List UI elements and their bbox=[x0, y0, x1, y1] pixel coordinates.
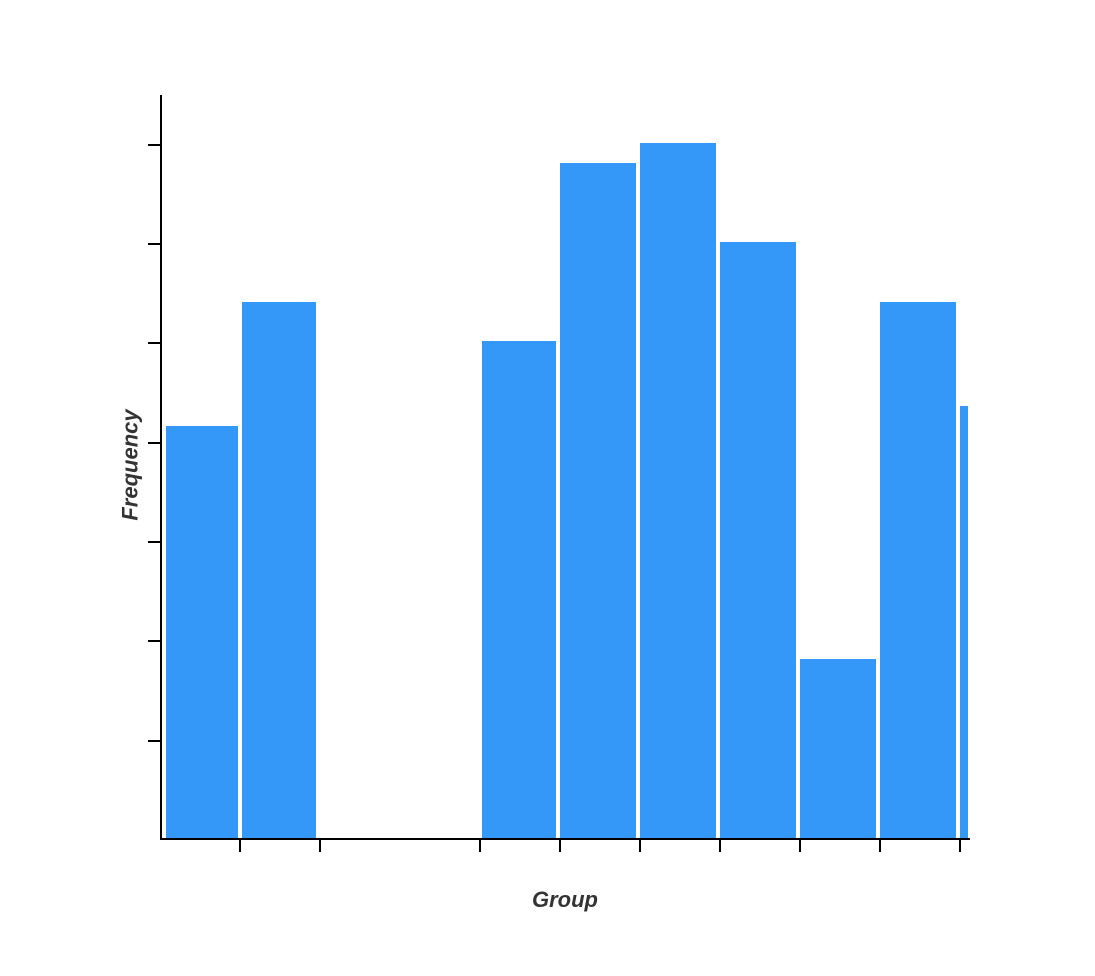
x-axis bbox=[160, 838, 970, 840]
bar bbox=[560, 163, 636, 838]
y-tick bbox=[148, 144, 160, 146]
bar bbox=[880, 302, 956, 838]
y-axis-label: Frequency bbox=[118, 409, 144, 520]
y-tick bbox=[148, 243, 160, 245]
x-tick bbox=[719, 840, 721, 852]
x-tick bbox=[559, 840, 561, 852]
x-axis-label: Group bbox=[532, 887, 598, 913]
bar bbox=[720, 242, 796, 838]
x-tick bbox=[239, 840, 241, 852]
plot-area bbox=[160, 95, 970, 840]
y-tick bbox=[148, 740, 160, 742]
x-tick bbox=[639, 840, 641, 852]
x-tick bbox=[479, 840, 481, 852]
x-tick bbox=[319, 840, 321, 852]
y-tick bbox=[148, 541, 160, 543]
bar bbox=[482, 341, 556, 838]
x-tick bbox=[959, 840, 961, 852]
bar-chart: Frequency Group bbox=[0, 0, 1095, 976]
y-axis bbox=[160, 95, 162, 840]
y-tick bbox=[148, 640, 160, 642]
x-tick bbox=[799, 840, 801, 852]
x-tick bbox=[879, 840, 881, 852]
y-tick bbox=[148, 442, 160, 444]
bar bbox=[242, 302, 316, 838]
bar bbox=[166, 426, 238, 838]
bar bbox=[960, 406, 968, 838]
bar bbox=[800, 659, 876, 838]
bar bbox=[640, 143, 716, 838]
y-tick bbox=[148, 342, 160, 344]
